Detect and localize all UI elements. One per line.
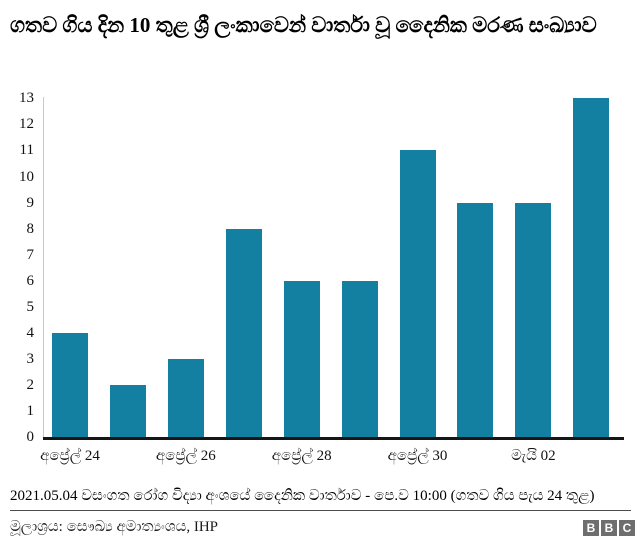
y-axis-tick-label: 5 xyxy=(26,298,35,315)
bbc-logo-block: B xyxy=(601,520,617,536)
y-axis-tick-label: 10 xyxy=(19,168,34,185)
bar xyxy=(457,202,494,437)
y-axis-tick-label: 0 xyxy=(26,429,35,445)
x-axis-tick-label: මැයි 02 xyxy=(511,448,556,464)
bar xyxy=(109,384,146,437)
bar xyxy=(52,332,88,437)
bbc-logo: B B C xyxy=(583,520,635,536)
x-axis-tick-label: අප්‍රේල් 26 xyxy=(155,448,216,464)
y-axis-tick-label: 12 xyxy=(19,116,34,133)
y-axis-tick-label: 2 xyxy=(26,376,35,393)
x-axis-line xyxy=(43,437,624,440)
chart-title: ගතව ගිය දින 10 තුළ ශ්‍රී ලංකාවෙන් වාර්තා… xyxy=(10,13,597,37)
x-axis-tick-label: අප්‍රේල් 30 xyxy=(387,448,448,464)
y-axis-tick-label: 13 xyxy=(19,90,34,107)
bar xyxy=(225,228,262,437)
divider xyxy=(10,510,631,511)
bar xyxy=(399,150,436,437)
bar xyxy=(283,280,320,437)
x-axis-tick-label: අප්‍රේල් 28 xyxy=(271,448,332,464)
y-axis-tick-label: 9 xyxy=(26,194,35,211)
y-axis-tick-label: 8 xyxy=(26,220,35,237)
y-axis-tick-label: 6 xyxy=(26,272,35,289)
bbc-logo-block: C xyxy=(619,520,635,536)
source: මූලාශ්‍රය: සෞඛ්‍ය අමාත්‍යංශය, IHP xyxy=(10,519,219,535)
bar xyxy=(341,280,378,437)
bar xyxy=(167,358,204,438)
y-axis-tick-label: 11 xyxy=(19,142,34,159)
caption: 2021.05.04 වසංගත රෝග විද්‍යා අංශයේ දෛනික… xyxy=(10,488,595,504)
bar xyxy=(515,202,552,437)
y-axis-tick-label: 1 xyxy=(26,402,35,419)
y-axis-tick-label: 7 xyxy=(26,246,35,263)
y-axis-tick-label: 3 xyxy=(26,350,35,367)
bar xyxy=(573,98,610,437)
y-axis-tick-label: 4 xyxy=(26,324,35,341)
bbc-logo-block: B xyxy=(583,520,599,536)
y-axis-line xyxy=(43,97,44,438)
x-axis-tick-label: අප්‍රේල් 24 xyxy=(40,448,100,464)
